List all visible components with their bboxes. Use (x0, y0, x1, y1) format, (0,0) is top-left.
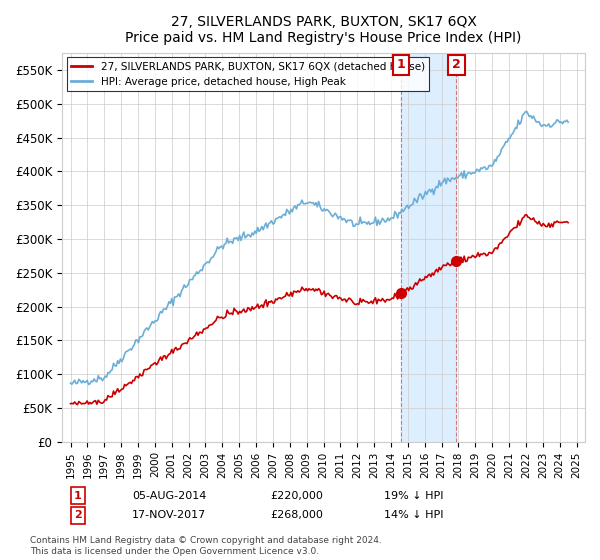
Text: 05-AUG-2014: 05-AUG-2014 (132, 491, 206, 501)
Text: 1: 1 (74, 491, 82, 501)
Text: 17-NOV-2017: 17-NOV-2017 (132, 510, 206, 520)
Text: Contains HM Land Registry data © Crown copyright and database right 2024.
This d: Contains HM Land Registry data © Crown c… (30, 536, 382, 556)
Text: 14% ↓ HPI: 14% ↓ HPI (384, 510, 443, 520)
Legend: 27, SILVERLANDS PARK, BUXTON, SK17 6QX (detached house), HPI: Average price, det: 27, SILVERLANDS PARK, BUXTON, SK17 6QX (… (67, 57, 429, 91)
Text: £220,000: £220,000 (270, 491, 323, 501)
Title: 27, SILVERLANDS PARK, BUXTON, SK17 6QX
Price paid vs. HM Land Registry's House P: 27, SILVERLANDS PARK, BUXTON, SK17 6QX P… (125, 15, 522, 45)
Bar (401, 53, 457, 442)
Text: 19% ↓ HPI: 19% ↓ HPI (384, 491, 443, 501)
Text: £268,000: £268,000 (270, 510, 323, 520)
Text: 2: 2 (452, 58, 461, 72)
Text: 1: 1 (397, 58, 406, 72)
Text: 2: 2 (74, 510, 82, 520)
